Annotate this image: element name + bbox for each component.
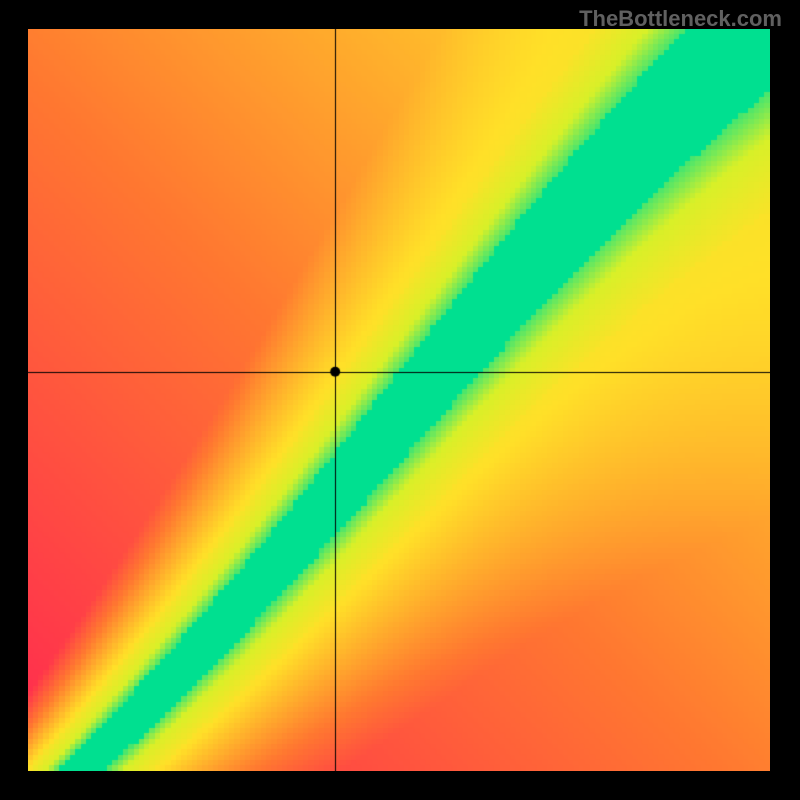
bottleneck-heatmap xyxy=(28,29,770,771)
watermark-text: TheBottleneck.com xyxy=(579,6,782,32)
chart-container: TheBottleneck.com xyxy=(0,0,800,800)
